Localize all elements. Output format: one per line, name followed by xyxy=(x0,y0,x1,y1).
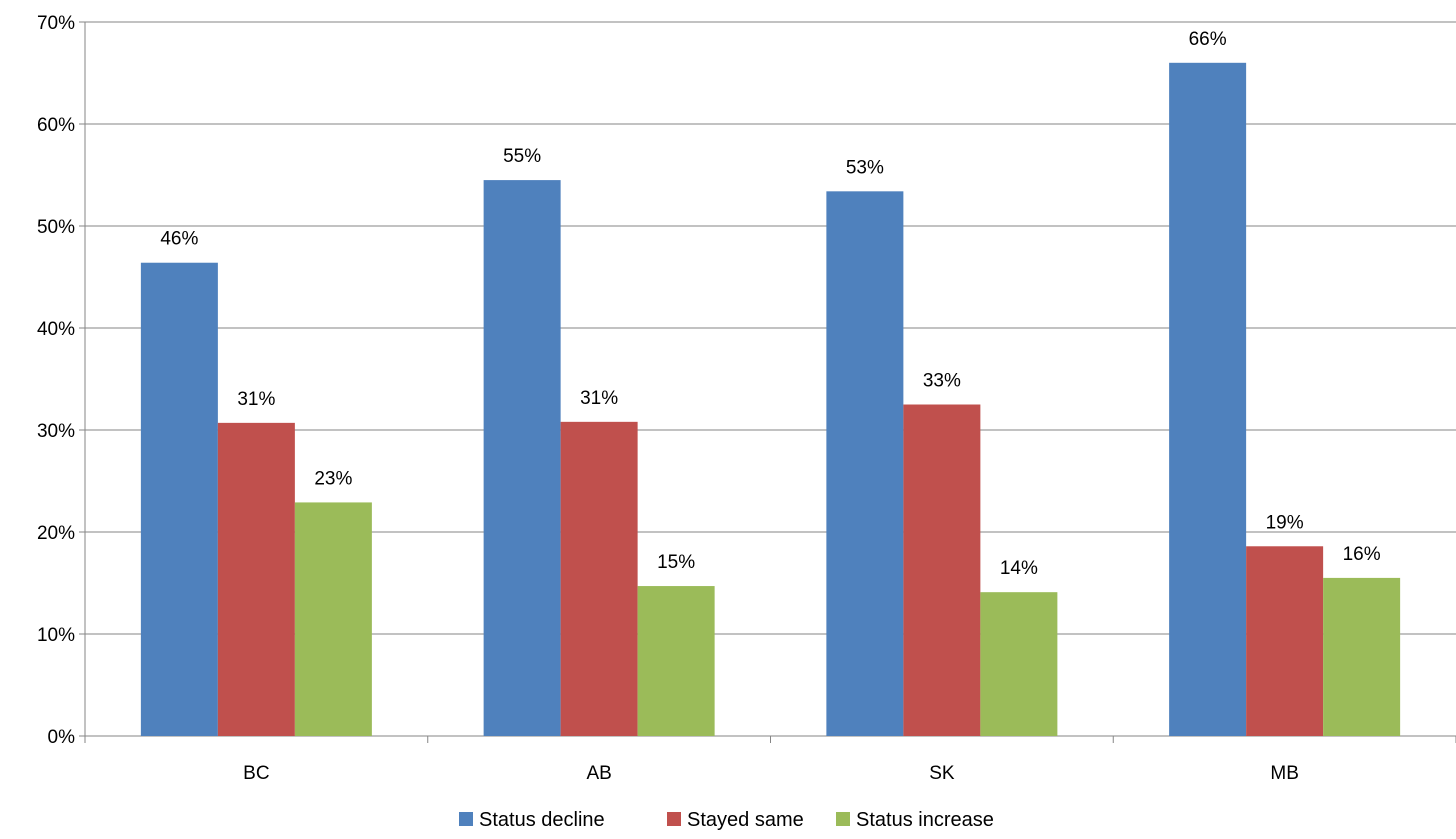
data-label: 31% xyxy=(580,388,618,409)
legend-label: Stayed same xyxy=(687,809,804,831)
bar xyxy=(1246,546,1324,736)
data-label: 31% xyxy=(237,389,275,410)
data-label: 33% xyxy=(923,371,961,392)
data-label: 53% xyxy=(846,157,884,178)
legend-label: Status decline xyxy=(479,809,605,831)
y-tick-label: 0% xyxy=(48,727,76,748)
y-tick-label: 40% xyxy=(37,319,75,340)
legend-swatch xyxy=(459,812,473,826)
data-labels: 46% 31% 23% 55% 31% 15% 53% 33% 14% 66% 19% 16% xyxy=(160,29,1380,579)
y-tick-label: 70% xyxy=(37,13,75,34)
y-tick-label: 50% xyxy=(37,217,75,238)
y-tick-label: 20% xyxy=(37,523,75,544)
data-label: 55% xyxy=(503,146,541,167)
bar xyxy=(903,404,981,736)
data-label: 66% xyxy=(1189,29,1227,50)
bar xyxy=(980,592,1058,736)
legend-swatch xyxy=(667,812,681,826)
bars xyxy=(140,62,1401,737)
data-label: 15% xyxy=(657,552,695,573)
data-label: 46% xyxy=(160,229,198,250)
legend-label: Status increase xyxy=(856,809,994,831)
data-label: 16% xyxy=(1343,544,1381,565)
y-tick-label: 30% xyxy=(37,421,75,442)
bar xyxy=(140,262,218,736)
data-label: 19% xyxy=(1266,512,1304,533)
bar xyxy=(560,421,638,736)
bar xyxy=(637,586,715,736)
data-label: 23% xyxy=(314,468,352,489)
bar xyxy=(1169,62,1247,737)
x-category-label: AB xyxy=(586,763,611,784)
bar xyxy=(294,502,372,736)
x-category-label: BC xyxy=(243,763,269,784)
bar xyxy=(217,422,295,736)
x-category-label: MB xyxy=(1270,763,1299,784)
bar xyxy=(1323,577,1401,736)
bar xyxy=(483,180,561,737)
y-tick-label: 10% xyxy=(37,625,75,646)
x-category-label: SK xyxy=(929,763,955,784)
bar xyxy=(826,191,904,736)
legend: Status decline Stayed same Status increase xyxy=(459,809,994,831)
data-label: 14% xyxy=(1000,558,1038,579)
y-tick-label: 60% xyxy=(37,115,75,136)
legend-swatch xyxy=(836,812,850,826)
